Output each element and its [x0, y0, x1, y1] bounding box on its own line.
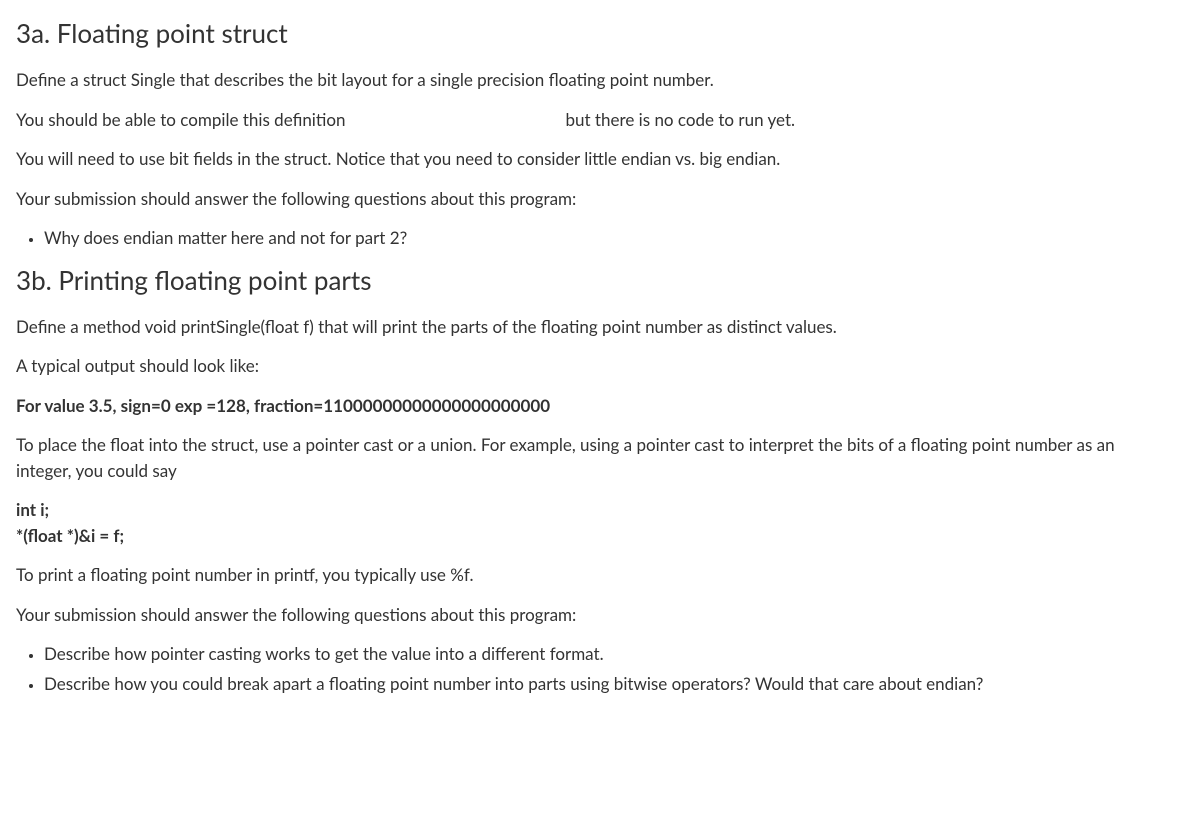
list-item: Describe how pointer casting works to ge…	[44, 641, 1171, 667]
section-3b-code: int i; *(float *)&i = f;	[16, 497, 1171, 548]
code-line-2: *(float *)&i = f;	[16, 525, 124, 546]
section-3a-p2: You should be able to compile this defin…	[16, 107, 1171, 133]
section-3a-p1: Define a struct Single that describes th…	[16, 67, 1171, 93]
section-3a-bullets: Why does endian matter here and not for …	[16, 225, 1171, 251]
list-item: Describe how you could break apart a flo…	[44, 671, 1171, 697]
section-3b-output-example: For value 3.5, sign=0 exp =128, fraction…	[16, 393, 1171, 419]
section-3b-p2: A typical output should look like:	[16, 353, 1171, 379]
section-3b-heading: 3b. Printing floating point parts	[16, 261, 1171, 300]
section-3b-p5: To print a floating point number in prin…	[16, 562, 1171, 588]
section-3a-p4: Your submission should answer the follow…	[16, 186, 1171, 212]
section-3a-p2a: You should be able to compile this defin…	[16, 109, 345, 130]
section-3a-p2b: but there is no code to run yet.	[565, 109, 795, 130]
section-3b-p1: Define a method void printSingle(float f…	[16, 314, 1171, 340]
code-line-1: int i;	[16, 499, 49, 520]
section-3a-heading: 3a. Floating point struct	[16, 14, 1171, 53]
section-3a-p3: You will need to use bit fields in the s…	[16, 146, 1171, 172]
section-3b-p4: To place the float into the struct, use …	[16, 432, 1171, 483]
section-3b-p6: Your submission should answer the follow…	[16, 602, 1171, 628]
list-item: Why does endian matter here and not for …	[44, 225, 1171, 251]
section-3b-bullets: Describe how pointer casting works to ge…	[16, 641, 1171, 696]
